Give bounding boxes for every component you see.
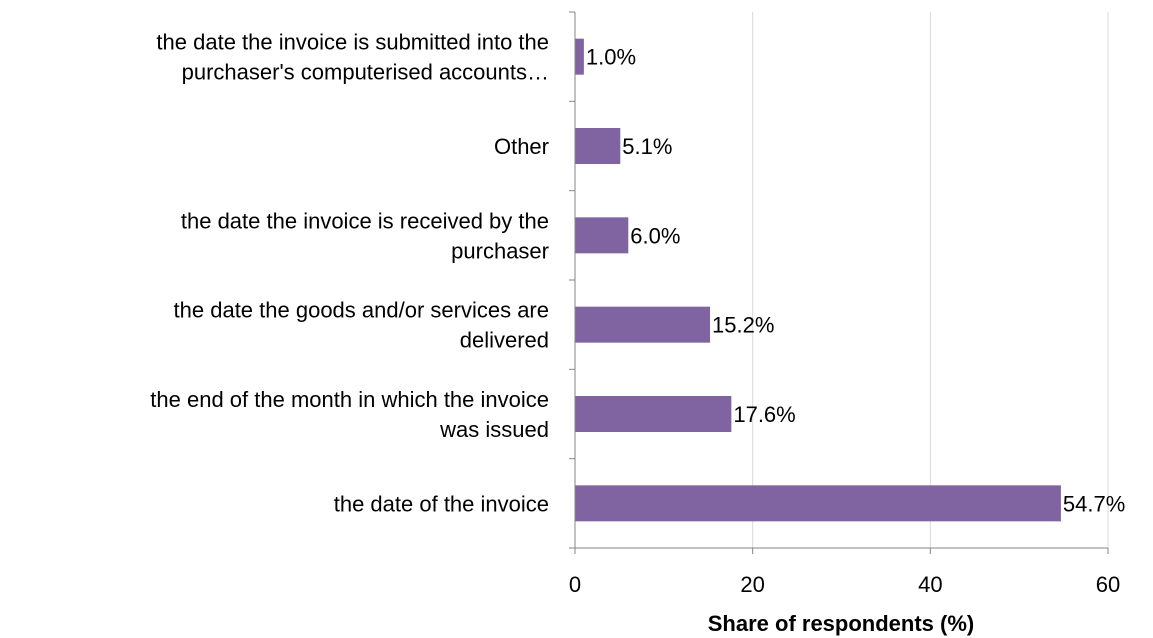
- bars: [575, 38, 1061, 522]
- bar: [575, 485, 1061, 522]
- category-label: purchaser's computerised accounts…: [182, 60, 549, 85]
- bar: [575, 38, 584, 75]
- data-label: 54.7%: [1063, 491, 1125, 516]
- x-tick-label: 20: [740, 572, 764, 597]
- bar: [575, 128, 621, 164]
- bar: [575, 217, 629, 254]
- bar: [575, 396, 732, 432]
- bar: [575, 306, 711, 343]
- x-tick-label: 40: [918, 572, 942, 597]
- category-labels: the date the invoice is submitted into t…: [150, 30, 549, 517]
- category-label: the date the goods and/or services are: [174, 298, 549, 323]
- gridlines: [752, 12, 1109, 548]
- category-label: the date the invoice is received by the: [181, 208, 549, 233]
- data-label: 6.0%: [630, 223, 680, 248]
- data-label: 1.0%: [586, 45, 636, 70]
- category-label: Other: [494, 134, 549, 159]
- data-labels: 1.0% 5.1% 6.0% 15.2% 17.6% 54.7%: [586, 45, 1125, 517]
- x-tick-label: 0: [569, 572, 581, 597]
- axes: [569, 11, 1109, 554]
- x-axis-title: Share of respondents (%): [708, 611, 974, 636]
- data-label: 15.2%: [712, 313, 774, 338]
- category-label: delivered: [460, 328, 549, 353]
- category-label: the end of the month in which the invoic…: [150, 387, 549, 412]
- x-tick-labels: 0 20 40 60: [569, 572, 1120, 597]
- category-label: the date the invoice is submitted into t…: [156, 30, 549, 55]
- category-label: purchaser: [451, 238, 549, 263]
- category-label: was issued: [439, 417, 549, 442]
- data-label: 5.1%: [622, 134, 672, 159]
- data-label: 17.6%: [733, 402, 795, 427]
- x-tick-label: 60: [1096, 572, 1120, 597]
- category-label: the date of the invoice: [334, 491, 549, 516]
